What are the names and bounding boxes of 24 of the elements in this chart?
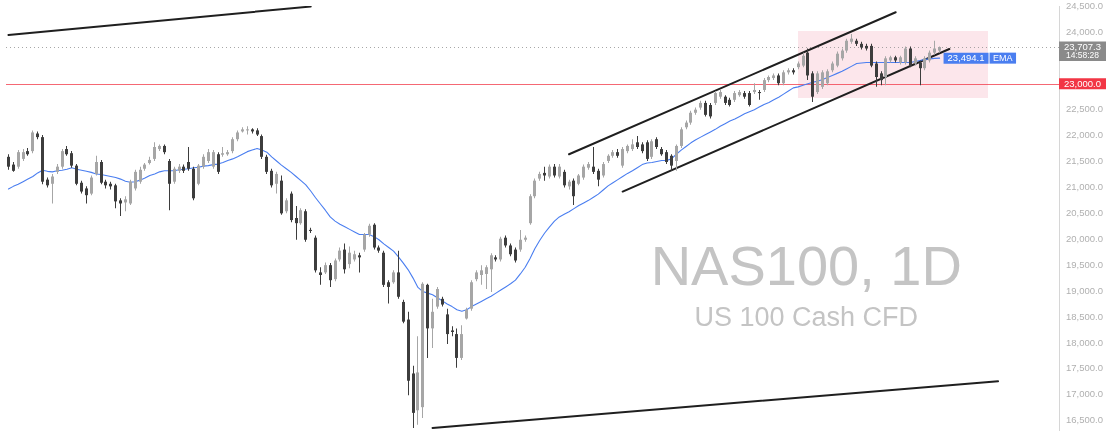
y-tick-label: 21,000.0: [1066, 181, 1103, 193]
y-tick-label: 21,500.0: [1066, 155, 1103, 167]
y-tick-label: 24,500.0: [1066, 0, 1103, 11]
y-tick-label: 24,000.0: [1066, 25, 1103, 37]
ref-line-label: 23,000.0: [1064, 77, 1101, 89]
text: US 100 Cash CFD: [694, 301, 919, 332]
y-tick-label: 22,500.0: [1066, 103, 1103, 115]
y-tick-label: 22,000.0: [1066, 129, 1103, 141]
data-label: 23,494.1: [947, 52, 985, 64]
y-tick-label: 19,000.0: [1066, 284, 1103, 296]
ref-line-label: 23,707.3: [1064, 41, 1101, 53]
y-tick-label: 20,500.0: [1066, 206, 1103, 218]
y-tick-label: 18,500.0: [1066, 310, 1103, 322]
candlestick: [246, 126, 249, 135]
y-tick-label: 20,000.0: [1066, 232, 1103, 244]
text: NAS100, 1D: [650, 233, 962, 297]
candlestick: [758, 89, 761, 100]
y-tick-label: 17,000.0: [1066, 388, 1103, 400]
y-tick-label: 18,000.0: [1066, 336, 1103, 348]
legend-label: EMA: [993, 52, 1013, 63]
y-tick-label: 19,500.0: [1066, 258, 1103, 270]
y-tick-label: 16,500.0: [1066, 414, 1103, 426]
text: 14:58:28: [1065, 50, 1100, 61]
y-tick-label: 17,500.0: [1066, 362, 1103, 374]
